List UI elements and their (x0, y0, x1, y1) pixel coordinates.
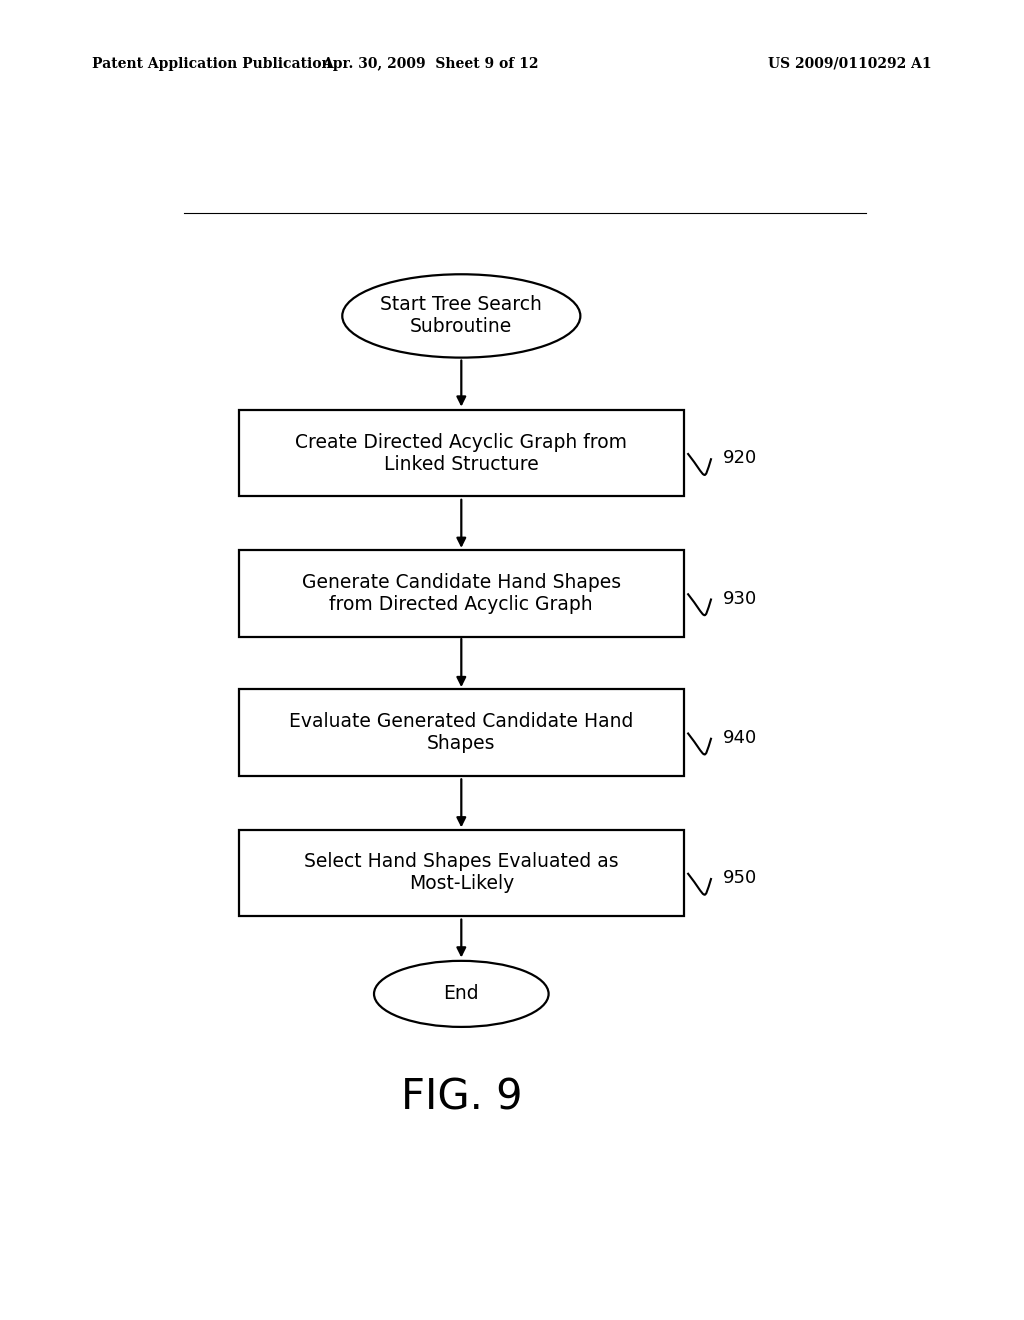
Text: FIG. 9: FIG. 9 (400, 1077, 522, 1119)
Text: 930: 930 (723, 590, 758, 607)
Ellipse shape (374, 961, 549, 1027)
Text: End: End (443, 985, 479, 1003)
FancyBboxPatch shape (239, 411, 684, 496)
Text: Create Directed Acyclic Graph from
Linked Structure: Create Directed Acyclic Graph from Linke… (295, 433, 628, 474)
Text: Generate Candidate Hand Shapes
from Directed Acyclic Graph: Generate Candidate Hand Shapes from Dire… (302, 573, 621, 614)
Text: Apr. 30, 2009  Sheet 9 of 12: Apr. 30, 2009 Sheet 9 of 12 (322, 57, 539, 71)
Text: Patent Application Publication: Patent Application Publication (92, 57, 332, 71)
Text: 950: 950 (723, 869, 758, 887)
Text: US 2009/0110292 A1: US 2009/0110292 A1 (768, 57, 932, 71)
Text: 940: 940 (723, 729, 758, 747)
FancyBboxPatch shape (239, 550, 684, 636)
Ellipse shape (342, 275, 581, 358)
FancyBboxPatch shape (239, 830, 684, 916)
Text: Evaluate Generated Candidate Hand
Shapes: Evaluate Generated Candidate Hand Shapes (289, 713, 634, 754)
FancyBboxPatch shape (239, 689, 684, 776)
Text: Select Hand Shapes Evaluated as
Most-Likely: Select Hand Shapes Evaluated as Most-Lik… (304, 853, 618, 894)
Text: Start Tree Search
Subroutine: Start Tree Search Subroutine (380, 296, 543, 337)
Text: 920: 920 (723, 449, 758, 467)
